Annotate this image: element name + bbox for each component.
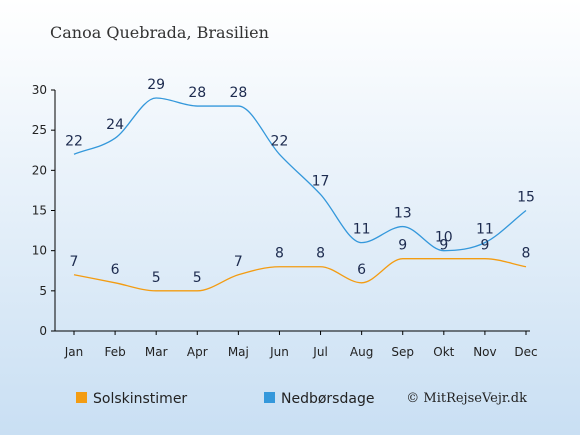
- data-label-rain-aug: 11: [353, 222, 371, 238]
- data-labels: 7 6 5 5 7 8 8 6 9 9 9 8 22 24 29 28 28 22 17 11 13 10 11 15: [65, 77, 535, 286]
- y-tick-label-20: 20: [32, 163, 47, 177]
- data-label-rain-jul: 17: [312, 173, 330, 189]
- data-label-sun-jan: 7: [70, 254, 79, 270]
- legend-label-sun: Solskinstimer: [93, 391, 187, 407]
- y-tick-label-25: 25: [32, 123, 47, 137]
- series-line-sun: [73, 258, 527, 292]
- data-label-sun-feb: 6: [111, 262, 120, 278]
- x-tick-label-sep: Sep: [391, 345, 414, 359]
- data-label-sun-dec: 8: [522, 246, 531, 262]
- data-label-rain-mar: 29: [147, 77, 165, 93]
- x-tick-label-aug: Aug: [350, 345, 373, 359]
- legend: Solskinstimer Nedbørsdage: [76, 391, 374, 407]
- credit-text: © MitRejseVejr.dk: [406, 391, 527, 406]
- y-ticks: 0 5 10 15 20 25 30: [32, 83, 55, 338]
- legend-swatch-sun: [76, 392, 87, 403]
- x-tick-label-jun: Jun: [269, 345, 289, 359]
- data-label-rain-maj: 28: [229, 85, 247, 101]
- chart-title: Canoa Quebrada, Brasilien: [50, 23, 269, 42]
- data-label-rain-apr: 28: [188, 85, 206, 101]
- x-tick-label-jan: Jan: [64, 345, 84, 359]
- data-label-rain-nov: 11: [476, 222, 494, 238]
- series-line-rain: [73, 97, 527, 252]
- y-tick-label-0: 0: [39, 324, 47, 338]
- x-tick-label-dec: Dec: [514, 345, 537, 359]
- y-tick-label-5: 5: [39, 284, 47, 298]
- data-label-rain-feb: 24: [106, 117, 124, 133]
- data-label-sun-mar: 5: [152, 270, 161, 286]
- data-label-sun-okt: 9: [439, 238, 448, 254]
- x-ticks: Jan Feb Mar Apr Maj Jun Jul Aug Sep Okt Nov Dec: [64, 331, 538, 359]
- data-label-rain-jun: 22: [271, 133, 289, 149]
- legend-swatch-rain: [264, 392, 275, 403]
- x-tick-label-apr: Apr: [187, 345, 208, 359]
- legend-label-rain: Nedbørsdage: [281, 391, 374, 407]
- x-tick-label-jul: Jul: [312, 345, 327, 359]
- y-tick-label-10: 10: [32, 244, 47, 258]
- data-label-rain-sep: 13: [394, 206, 412, 222]
- data-label-rain-okt: 10: [435, 230, 453, 246]
- data-label-rain-jan: 22: [65, 133, 83, 149]
- data-label-sun-sep: 9: [398, 238, 407, 254]
- data-label-rain-dec: 15: [517, 190, 535, 206]
- series-lines: [73, 97, 527, 292]
- data-label-sun-jun: 8: [275, 246, 284, 262]
- y-tick-label-30: 30: [32, 83, 47, 97]
- x-tick-label-feb: Feb: [104, 345, 125, 359]
- data-label-sun-maj: 7: [234, 254, 243, 270]
- y-tick-label-15: 15: [32, 204, 47, 218]
- data-label-sun-jul: 8: [316, 246, 325, 262]
- data-label-sun-nov: 9: [480, 238, 489, 254]
- x-tick-label-mar: Mar: [145, 345, 168, 359]
- data-label-sun-apr: 5: [193, 270, 202, 286]
- x-tick-label-nov: Nov: [473, 345, 496, 359]
- x-tick-label-okt: Okt: [433, 345, 454, 359]
- x-tick-label-maj: Maj: [228, 345, 249, 359]
- data-label-sun-aug: 6: [357, 262, 366, 278]
